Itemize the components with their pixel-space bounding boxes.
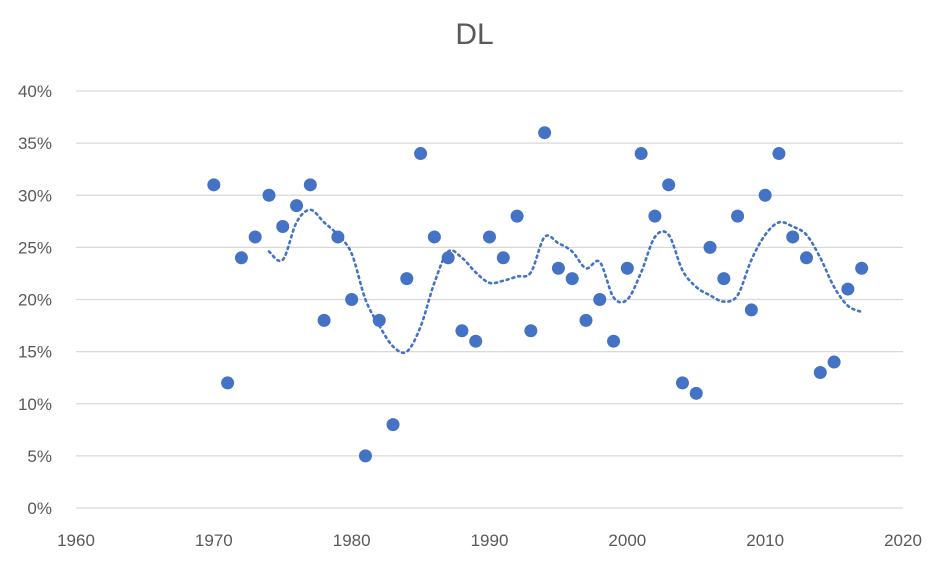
- data-points: [207, 126, 869, 463]
- data-point: [786, 230, 800, 244]
- data-point: [703, 240, 717, 254]
- data-point: [800, 251, 814, 265]
- data-point: [427, 230, 441, 244]
- x-tick-label: 2010: [746, 531, 784, 550]
- x-tick-label: 1970: [195, 531, 233, 550]
- data-point: [386, 418, 400, 432]
- trendline-layer: [267, 208, 863, 355]
- data-point: [469, 334, 483, 348]
- data-point: [303, 178, 317, 192]
- data-point: [290, 199, 304, 213]
- data-point: [744, 303, 758, 317]
- data-point: [331, 230, 345, 244]
- data-point: [565, 272, 579, 286]
- y-tick-label: 10%: [18, 395, 52, 414]
- data-point: [662, 178, 676, 192]
- data-point: [758, 188, 772, 202]
- trendline: [267, 208, 863, 355]
- data-point: [372, 313, 386, 327]
- x-tick-label: 1990: [471, 531, 509, 550]
- data-point: [855, 261, 869, 275]
- data-point: [276, 220, 290, 234]
- data-point: [634, 147, 648, 161]
- y-tick-label: 0%: [27, 499, 52, 518]
- data-point: [813, 365, 827, 379]
- y-tick-label: 20%: [18, 291, 52, 310]
- data-point: [248, 230, 262, 244]
- data-point: [689, 386, 703, 400]
- data-point: [551, 261, 565, 275]
- x-tick-label: 1980: [333, 531, 371, 550]
- data-point: [827, 355, 841, 369]
- y-tick-label: 15%: [18, 343, 52, 362]
- data-point: [524, 324, 538, 338]
- data-point: [441, 251, 455, 265]
- data-point: [648, 209, 662, 223]
- data-point: [358, 449, 372, 463]
- x-tick-label: 1960: [57, 531, 95, 550]
- x-tick-label: 2000: [608, 531, 646, 550]
- y-tick-label: 35%: [18, 134, 52, 153]
- data-point: [221, 376, 235, 390]
- y-tick-label: 30%: [18, 186, 52, 205]
- y-tick-label: 40%: [18, 82, 52, 101]
- y-tick-label: 25%: [18, 238, 52, 257]
- data-point: [496, 251, 510, 265]
- x-tick-label: 2020: [884, 531, 922, 550]
- data-point: [455, 324, 469, 338]
- x-axis-ticks: 1960 1970 1980 1990 2000 2010 2020: [57, 531, 922, 550]
- y-tick-label: 5%: [27, 447, 52, 466]
- data-point: [400, 272, 414, 286]
- data-point: [607, 334, 621, 348]
- data-point: [345, 293, 359, 306]
- data-point: [207, 178, 221, 192]
- data-point: [483, 230, 496, 244]
- chart-title: DL: [455, 18, 494, 51]
- data-point: [593, 293, 607, 306]
- data-point: [538, 126, 552, 140]
- data-point: [841, 282, 855, 296]
- data-point: [731, 209, 745, 223]
- y-axis-ticks: 0% 5% 10% 15% 20% 25% 30% 35% 40%: [18, 82, 52, 518]
- data-point: [262, 188, 276, 202]
- data-point: [717, 272, 731, 286]
- data-point: [510, 209, 524, 223]
- data-point: [675, 376, 689, 390]
- data-point: [317, 313, 331, 327]
- data-point: [414, 147, 428, 161]
- data-point: [579, 313, 593, 327]
- data-point: [620, 261, 634, 275]
- data-point: [772, 147, 786, 161]
- data-point: [234, 251, 248, 265]
